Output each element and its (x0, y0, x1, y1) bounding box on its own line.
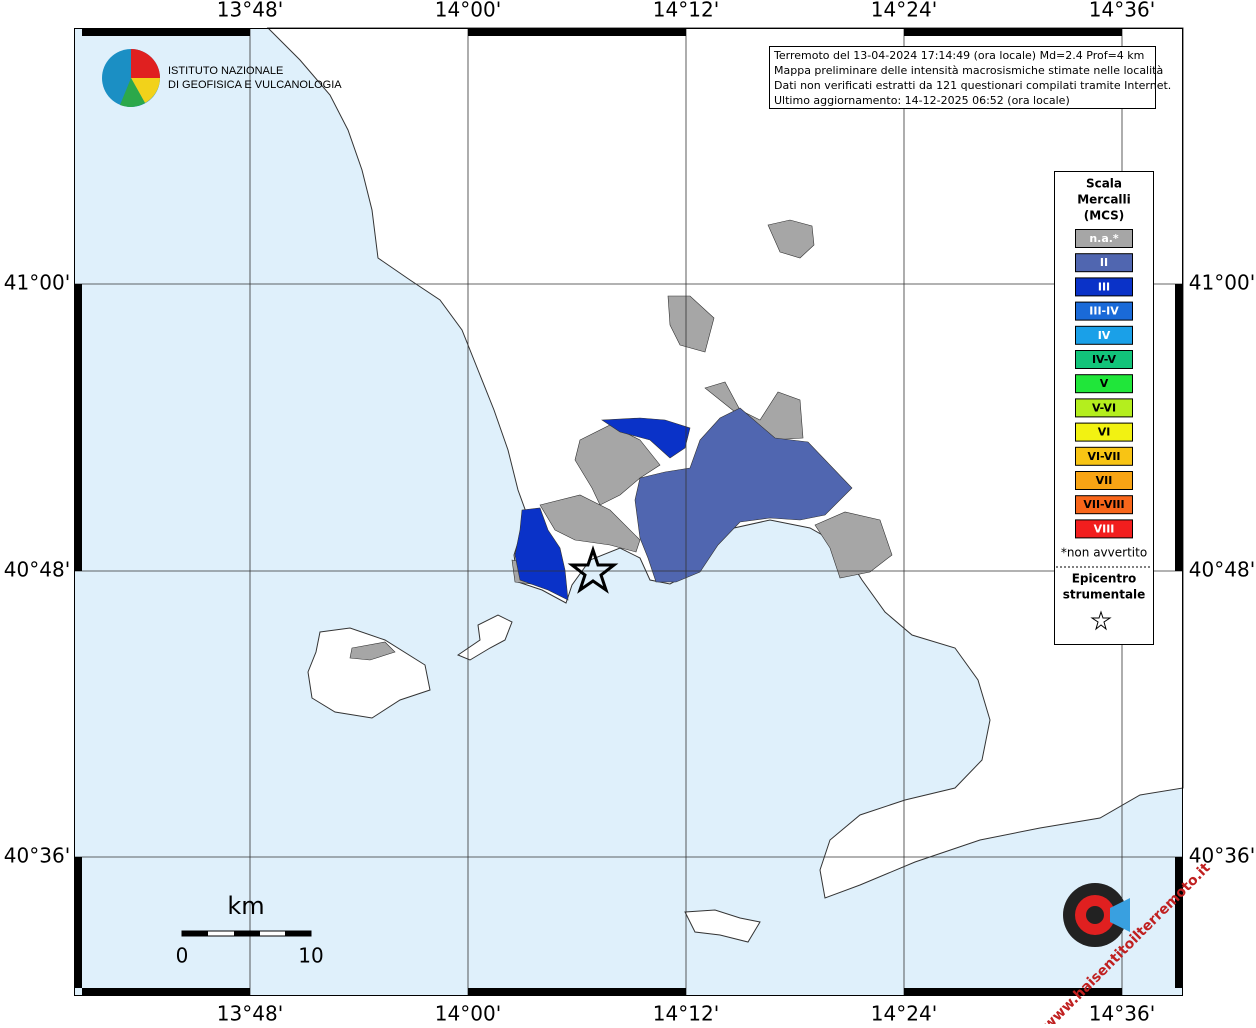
area-iii (601, 417, 691, 459)
legend-swatch (1075, 253, 1133, 273)
area-iii (514, 507, 569, 601)
legend-swatch (1075, 446, 1133, 466)
legend-label: VII (1096, 474, 1113, 487)
legend-swatch (1075, 519, 1133, 539)
latitude-label: 40°48' (1189, 558, 1255, 582)
frame (74, 28, 1183, 996)
frame-bar (74, 857, 82, 988)
ingv-logo: ISTITUTO NAZIONALE DI GEOFISICA E VULCAN… (102, 49, 342, 107)
legend-label: III-IV (1089, 305, 1119, 318)
legend-epicenter: strumentale (1063, 588, 1146, 602)
info-line: Mappa preliminare delle intensità macros… (774, 64, 1163, 77)
epicenter-star (567, 545, 619, 594)
legend-label: IV (1098, 329, 1111, 342)
procida (456, 614, 513, 661)
area-ii (634, 407, 853, 583)
ischia (307, 627, 431, 719)
frame-bar (904, 988, 1122, 996)
frame-bar (74, 284, 82, 571)
frame-bar (1175, 284, 1183, 571)
info-box: Terremoto del 13-04-2024 17:14:49 (ora l… (769, 46, 1171, 109)
area-na (814, 511, 893, 579)
latitude-label: 40°36' (4, 844, 70, 868)
area-na (349, 641, 396, 661)
legend-label: V (1100, 377, 1109, 390)
frame-bar (904, 28, 1122, 36)
longitude-label: 14°12' (653, 0, 719, 22)
longitude-label: 14°00' (435, 0, 501, 22)
info-line: Ultimo aggiornamento: 14-12-2025 06:52 (… (774, 94, 1070, 107)
legend-swatch (1075, 350, 1133, 369)
longitude-label: 13°48' (217, 1002, 283, 1025)
frame-bar (82, 988, 250, 996)
legend-swatch (1075, 374, 1133, 394)
legend-swatch (1075, 277, 1133, 297)
legend-star (1090, 610, 1112, 631)
legend-title: Mercalli (1077, 193, 1131, 207)
longitude-label: 14°36' (1089, 1002, 1155, 1025)
logo-text: ISTITUTO NAZIONALE (168, 65, 283, 77)
latitude-label: 41°00' (1189, 271, 1255, 295)
legend-label: VI (1098, 426, 1111, 439)
longitude-label: 14°00' (435, 1002, 501, 1025)
area-na (539, 494, 641, 553)
info-line: Dati non verificati estratti da 121 ques… (774, 79, 1171, 92)
legend-swatch (1075, 422, 1133, 442)
scale-unit: km (227, 892, 264, 920)
legend-epicenter: Epicentro (1072, 572, 1137, 586)
watermark-speaker (1110, 898, 1130, 932)
latitude-label: 41°00' (4, 271, 70, 295)
info-line: Terremoto del 13-04-2024 17:14:49 (ora l… (773, 49, 1144, 62)
legend-label: III (1098, 280, 1110, 293)
legend-swatch (1075, 471, 1133, 490)
legend-swatch (1075, 301, 1133, 321)
latitude-label: 40°48' (4, 558, 70, 582)
logo-globe (120, 78, 145, 107)
legend-title: Scala (1086, 177, 1122, 191)
legend-label: VIII (1094, 522, 1115, 535)
longitude-label: 14°12' (653, 1002, 719, 1025)
logo-globe (131, 49, 160, 78)
longitude-label: 14°24' (871, 0, 937, 22)
legend-label: n.a.* (1089, 232, 1119, 245)
frame-border (74, 28, 1183, 996)
longitude-label: 13°48' (217, 0, 283, 22)
graticule (74, 28, 1183, 996)
frame-bar (1175, 857, 1183, 988)
scale-bar-segment (234, 931, 260, 936)
legend-note: *non avvertito (1061, 546, 1147, 560)
legend-label: II (1100, 256, 1108, 269)
scale-bar: km 0 10 (176, 892, 324, 968)
longitude-label: 14°36' (1089, 0, 1155, 22)
logo-text: DI GEOFISICA E VULCANOLOGIA (168, 79, 342, 91)
legend-label: IV-V (1092, 353, 1117, 366)
legend-label: VI-VII (1087, 450, 1120, 463)
legend-label: V-VI (1092, 401, 1116, 414)
legend: ScalaMercalli(MCS)n.a.*IIIIIIII-IVIVIV-V… (1054, 171, 1154, 645)
legend-swatch (1075, 398, 1133, 418)
frame-bar (468, 988, 686, 996)
frame-bar (468, 28, 686, 36)
scale-label: 0 (176, 944, 189, 968)
scale-bar-segment (182, 931, 208, 936)
legend-swatch (1075, 325, 1133, 345)
legend-label: VII-VIII (1083, 498, 1124, 511)
scale-bar-segment (285, 931, 311, 936)
legend-swatch (1075, 495, 1133, 515)
capri (684, 909, 761, 943)
intensity-areas (349, 219, 893, 661)
area-na (767, 219, 815, 259)
legend-swatch (1075, 229, 1133, 248)
scale-label: 10 (298, 944, 323, 968)
watermark-target (1086, 906, 1104, 924)
logo-globe (131, 78, 160, 103)
frame-bar (82, 28, 250, 36)
legend-title: (MCS) (1084, 209, 1125, 223)
latitude-label: 40°36' (1189, 844, 1255, 868)
area-na (667, 295, 715, 353)
longitude-label: 14°24' (871, 1002, 937, 1025)
info-box-frame (769, 46, 1156, 109)
